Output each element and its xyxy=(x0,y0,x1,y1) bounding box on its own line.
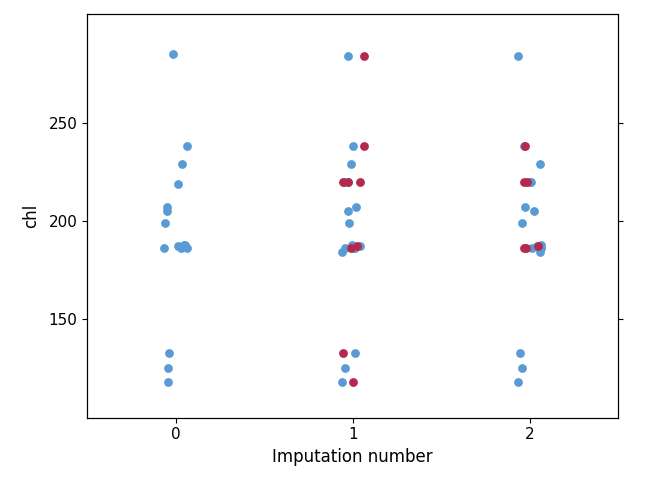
Point xyxy=(536,240,547,248)
Point xyxy=(359,52,370,60)
Point xyxy=(162,204,173,211)
Point xyxy=(514,349,525,357)
Point xyxy=(162,207,173,215)
Point xyxy=(517,219,528,227)
Point xyxy=(527,245,538,252)
Point xyxy=(520,143,531,150)
X-axis label: Imputation number: Imputation number xyxy=(272,448,433,466)
Point xyxy=(342,178,353,185)
Point xyxy=(525,178,536,185)
Point xyxy=(182,245,193,252)
Point xyxy=(339,178,349,185)
Point xyxy=(534,160,545,168)
Point xyxy=(521,178,532,185)
Point xyxy=(519,245,530,252)
Point xyxy=(532,243,543,251)
Y-axis label: chl: chl xyxy=(22,204,40,228)
Point xyxy=(339,365,350,372)
Point xyxy=(534,245,545,252)
Point xyxy=(355,243,366,251)
Point xyxy=(337,378,347,386)
Point xyxy=(345,160,356,168)
Point xyxy=(519,204,530,211)
Point xyxy=(348,245,359,252)
Point xyxy=(343,178,353,185)
Point xyxy=(346,245,357,252)
Point xyxy=(349,245,360,252)
Point xyxy=(338,349,349,357)
Point xyxy=(536,245,546,252)
Point xyxy=(528,207,539,215)
Point xyxy=(163,365,173,372)
Point xyxy=(347,378,358,386)
Point xyxy=(346,240,357,248)
Point xyxy=(181,143,192,150)
Point xyxy=(342,207,353,215)
Point xyxy=(359,143,370,150)
Point xyxy=(344,219,355,227)
Point xyxy=(340,245,351,252)
Point xyxy=(521,245,532,252)
Point xyxy=(518,143,529,150)
Point xyxy=(159,245,169,252)
Point xyxy=(173,180,183,187)
Point xyxy=(159,219,170,227)
Point xyxy=(519,178,530,185)
Point xyxy=(179,240,190,248)
Point xyxy=(163,349,174,357)
Point xyxy=(163,378,173,386)
Point xyxy=(336,249,347,256)
Point xyxy=(535,249,546,256)
Point xyxy=(526,178,536,185)
Point xyxy=(350,204,361,211)
Point xyxy=(355,178,366,185)
Point xyxy=(517,365,528,372)
Point xyxy=(352,243,363,251)
Point xyxy=(175,245,186,252)
Point xyxy=(531,243,542,251)
Point xyxy=(350,349,361,357)
Point xyxy=(513,52,523,60)
Point xyxy=(348,143,359,150)
Point xyxy=(513,378,524,386)
Point xyxy=(179,240,190,248)
Point xyxy=(343,52,353,60)
Point xyxy=(176,160,187,168)
Point xyxy=(167,50,178,58)
Point xyxy=(173,243,183,251)
Point xyxy=(337,178,348,185)
